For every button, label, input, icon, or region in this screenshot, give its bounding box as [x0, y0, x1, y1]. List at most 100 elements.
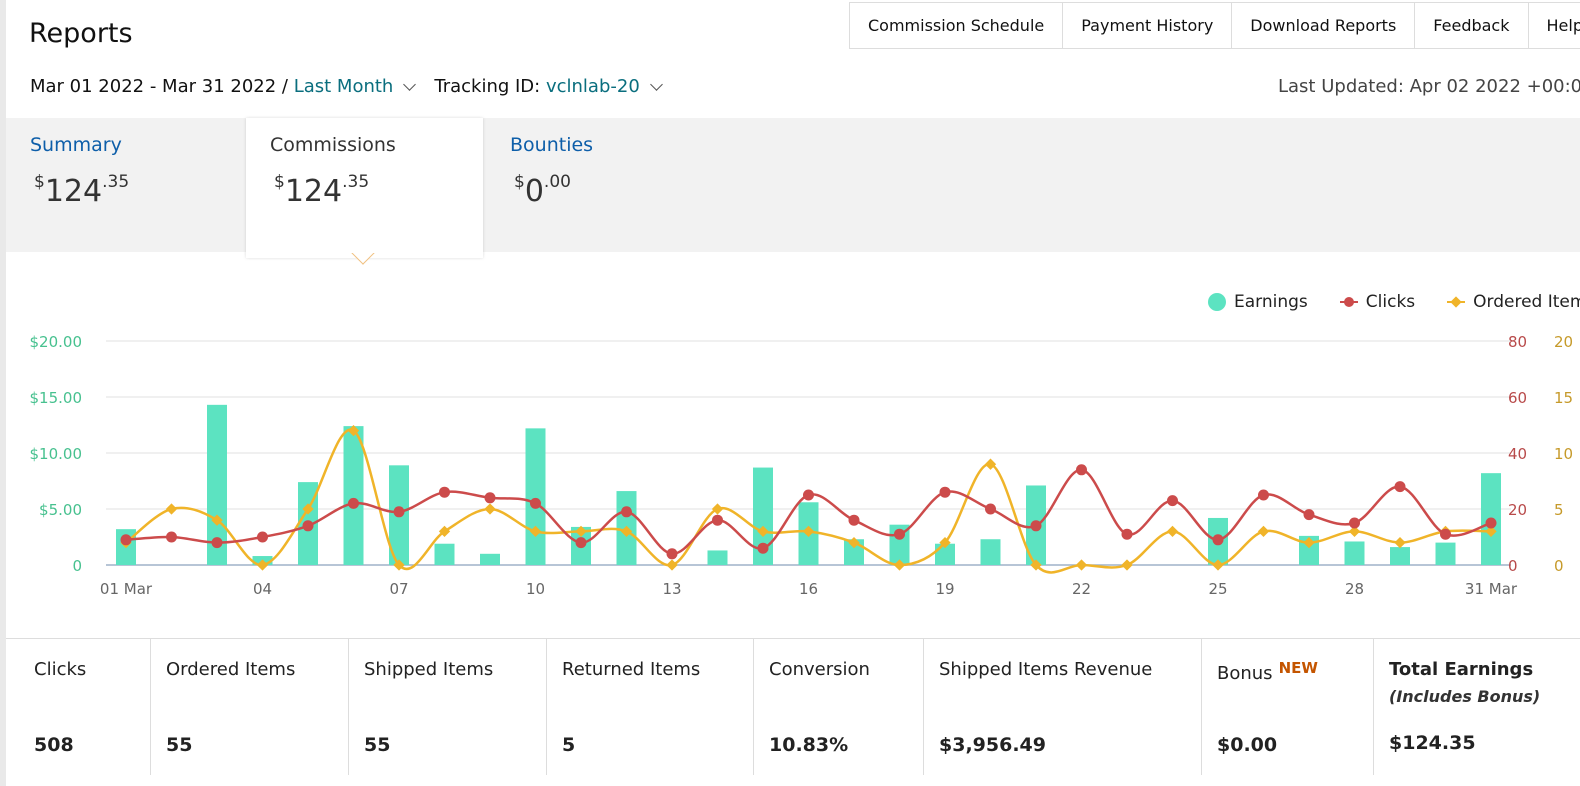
ordered-items-point: [848, 536, 860, 549]
legend-earnings-label: Earnings: [1234, 292, 1308, 312]
y-left-tick-label: $10.00: [30, 445, 83, 463]
tab-summary-amount: $124.35: [34, 172, 130, 209]
tracking-id-dropdown[interactable]: vclnlab-20: [545, 76, 640, 97]
earnings-chart: 0 $5.00 $10.00 $15.00 $20.00 0 20 40 60 80 0 5 10 15 2…: [30, 333, 1574, 598]
clicks-point: [575, 537, 587, 549]
clicks-point: [302, 520, 314, 532]
clicks-point: [166, 531, 177, 543]
ordered-items-point: [1348, 525, 1361, 538]
ordered-items-point: [1485, 525, 1497, 538]
payment-history-button[interactable]: Payment History: [1063, 3, 1233, 48]
stat-shipped-items: Shipped Items 55: [348, 639, 547, 775]
clicks-point: [257, 531, 268, 543]
clicks-point: [1167, 495, 1178, 507]
clicks-point: [1440, 528, 1451, 540]
chart-legend: Earnings Clicks Ordered Items: [1208, 292, 1580, 312]
y-left-tick-label: $5.00: [39, 501, 82, 519]
ordered-items-point: [347, 424, 360, 437]
tab-bounties-label[interactable]: Bounties: [510, 134, 594, 156]
x-tick-label: 07: [389, 580, 408, 598]
stat-shipped-revenue: Shipped Items Revenue $3,956.49: [923, 639, 1202, 775]
download-reports-button[interactable]: Download Reports: [1232, 3, 1416, 48]
legend-ordered-items[interactable]: Ordered Items: [1447, 292, 1580, 312]
stat-label: Shipped Items Revenue: [939, 659, 1153, 680]
x-tick-label: 04: [253, 580, 272, 598]
ordered-items-point: [1303, 536, 1315, 549]
stat-label: Clicks: [34, 659, 87, 680]
clicks-point: [1212, 534, 1224, 546]
stat-conversion: Conversion 10.83%: [753, 639, 924, 775]
ordered-items-point: [893, 559, 906, 571]
legend-clicks-label: Clicks: [1365, 292, 1416, 312]
clicks-point: [393, 506, 405, 518]
period-dropdown[interactable]: Last Month: [293, 76, 394, 97]
ordered-items-point: [666, 559, 678, 571]
stat-value: 5: [562, 734, 576, 756]
legend-ordered-label: Ordered Items: [1473, 292, 1580, 312]
ordered-items-point: [1394, 536, 1406, 549]
y-right-clicks-tick-label: 20: [1508, 501, 1527, 519]
tab-summary-label[interactable]: Summary: [30, 134, 122, 156]
x-tick-label: 25: [1208, 580, 1227, 598]
new-badge: NEW: [1278, 659, 1318, 677]
y-right-ordered-tick-label: 0: [1554, 557, 1564, 575]
stat-value: $124.35: [1389, 732, 1476, 754]
clicks-point: [1485, 517, 1497, 529]
commission-schedule-button[interactable]: Commission Schedule: [850, 3, 1064, 48]
tab-bounties-amount: $0.00: [514, 172, 571, 209]
clicks-point: [894, 528, 905, 540]
y-right-ordered-tick-label: 10: [1554, 445, 1573, 463]
tab-commissions[interactable]: Commissions $124.35: [246, 118, 483, 258]
ordered-items-point: [393, 559, 405, 571]
x-tick-label: 19: [935, 580, 954, 598]
clicks-point: [848, 514, 860, 526]
stat-label: Bonus NEW: [1217, 659, 1318, 684]
earnings-bar: [1435, 542, 1456, 565]
help-button[interactable]: Help: [1529, 3, 1580, 48]
ordered-items-point: [802, 525, 815, 538]
tab-commissions-label[interactable]: Commissions: [270, 134, 396, 156]
y-left-tick-label: 0: [72, 557, 82, 575]
clicks-point: [939, 486, 951, 498]
ordered-items-point: [620, 525, 633, 538]
stat-value: $3,956.49: [939, 734, 1046, 756]
earnings-bar: [753, 467, 773, 565]
x-tick-label: 31 Mar: [1465, 580, 1518, 598]
clicks-point: [666, 548, 678, 560]
y-right-ordered-tick-label: 20: [1554, 333, 1573, 351]
feedback-button[interactable]: Feedback: [1415, 3, 1529, 48]
stat-value: 508: [34, 734, 74, 756]
ordered-items-point: [984, 458, 997, 470]
clicks-point: [1303, 509, 1315, 521]
stat-label: Conversion: [769, 659, 870, 680]
clicks-point: [803, 489, 814, 501]
top-nav: Commission Schedule Payment History Down…: [849, 2, 1580, 49]
ordered-items-point: [211, 514, 223, 526]
stat-clicks: Clicks 508: [18, 639, 151, 775]
ordered-items-point: [939, 536, 951, 549]
ordered-items-point: [757, 525, 769, 538]
stat-sublabel: (Includes Bonus): [1389, 687, 1541, 706]
stat-label: Returned Items: [562, 659, 701, 680]
x-tick-label: 16: [799, 580, 818, 598]
y-right-ordered-tick-label: 15: [1554, 389, 1573, 407]
earnings-bar: [1344, 541, 1365, 565]
stat-value: 55: [166, 734, 193, 756]
tab-summary[interactable]: Summary $124.35: [6, 118, 246, 252]
tab-bounties[interactable]: Bounties $0.00: [486, 118, 726, 252]
legend-clicks[interactable]: Clicks: [1339, 292, 1416, 312]
clicks-point: [1030, 520, 1042, 532]
chart-panel: [6, 266, 1580, 636]
ordered-items-point: [1030, 559, 1042, 571]
ordered-items-point: [1257, 525, 1270, 538]
clicks-point: [1121, 528, 1133, 540]
legend-earnings[interactable]: Earnings: [1208, 292, 1308, 312]
ordered-items-point: [256, 559, 269, 571]
stat-value: 55: [364, 734, 391, 756]
clicks-marker-icon: [1339, 296, 1358, 308]
earnings-bar: [1390, 547, 1410, 565]
ordered-items-point: [1212, 559, 1224, 571]
stat-value: $0.00: [1217, 734, 1278, 756]
y-right-clicks-tick-label: 0: [1508, 557, 1518, 575]
x-tick-label: 01 Mar: [100, 580, 153, 598]
